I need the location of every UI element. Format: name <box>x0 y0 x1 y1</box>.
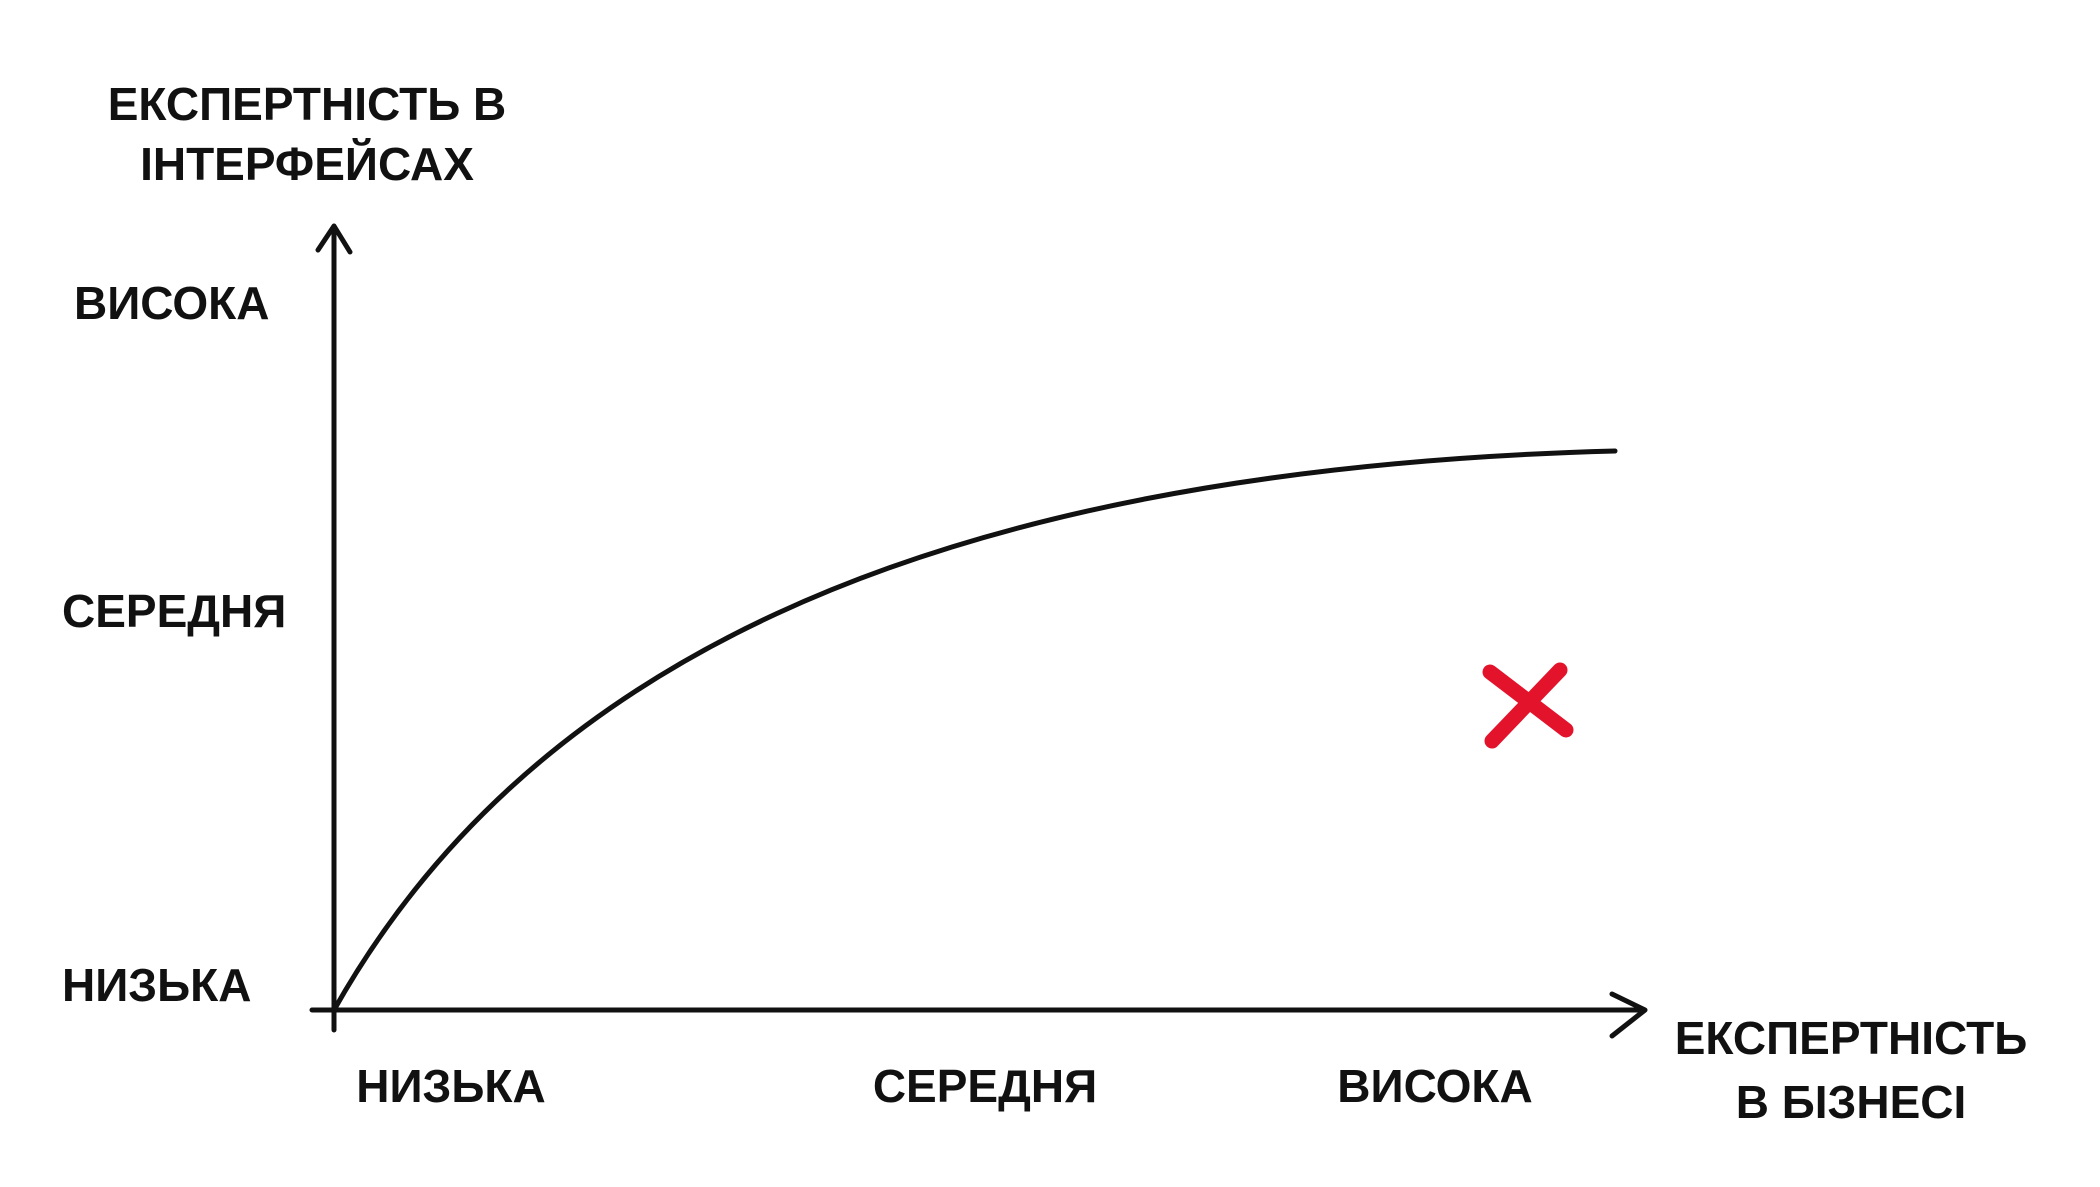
y-label: ВИСОКА <box>74 277 269 329</box>
x-label: НИЗЬКА <box>356 1060 545 1112</box>
x-axis <box>309 991 1648 1039</box>
y-axis-title: ЕКСПЕРТНІСТЬ В <box>108 78 507 130</box>
curve <box>331 448 1618 1013</box>
x-axis-title: ЕКСПЕРТНІСТЬ <box>1675 1012 2028 1064</box>
y-label: НИЗЬКА <box>62 959 251 1011</box>
marker-x <box>1482 662 1574 749</box>
y-axis <box>315 223 353 1033</box>
x-label: СЕРЕДНЯ <box>873 1060 1097 1112</box>
y-label: СЕРЕДНЯ <box>62 585 286 637</box>
x-label: ВИСОКА <box>1337 1060 1532 1112</box>
y-axis-title: ІНТЕРФЕЙСАХ <box>140 138 474 190</box>
x-axis-title: В БІЗНЕСІ <box>1736 1076 1967 1128</box>
